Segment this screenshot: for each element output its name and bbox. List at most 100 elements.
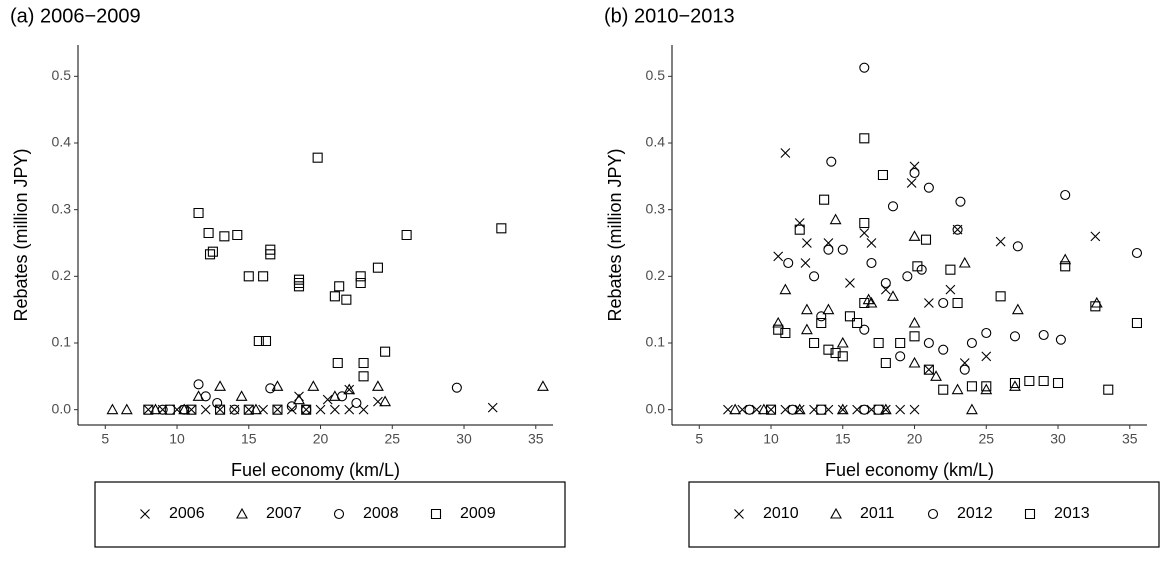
point	[164, 404, 175, 415]
point	[794, 224, 805, 235]
point	[908, 356, 921, 368]
legend-marker	[1024, 508, 1036, 520]
x-tick-label: 30	[456, 431, 472, 447]
point	[322, 394, 333, 405]
point	[200, 404, 211, 415]
point	[1009, 377, 1021, 389]
point	[822, 303, 835, 315]
point	[981, 351, 992, 362]
point	[243, 404, 254, 415]
y-tick-label: 0.1	[52, 334, 72, 350]
point	[945, 284, 956, 295]
x-tick-label: 10	[169, 431, 185, 447]
point	[859, 404, 870, 415]
point	[143, 404, 154, 415]
point	[816, 404, 827, 415]
point	[312, 152, 323, 163]
point	[779, 283, 792, 295]
point	[859, 297, 870, 309]
y-tick-label: 0.3	[646, 200, 666, 216]
point	[401, 229, 412, 241]
point	[1060, 261, 1071, 272]
point	[837, 244, 848, 255]
point	[816, 311, 827, 322]
point	[203, 227, 214, 239]
point	[794, 404, 805, 415]
point	[1055, 334, 1066, 345]
point	[859, 62, 870, 73]
point	[952, 297, 963, 309]
point	[1103, 384, 1114, 395]
point	[980, 383, 993, 395]
point	[852, 404, 863, 415]
point	[794, 218, 805, 228]
point	[272, 404, 283, 415]
point	[307, 380, 320, 391]
y-tick-label: 0.2	[52, 267, 72, 283]
point	[332, 357, 343, 369]
point	[1009, 380, 1021, 391]
point	[1090, 231, 1101, 242]
point	[837, 404, 848, 415]
point	[830, 347, 841, 359]
point	[265, 383, 276, 394]
point	[765, 404, 777, 415]
legend-label: 2010	[763, 505, 799, 522]
point	[329, 291, 340, 302]
point	[235, 390, 248, 401]
x-tick-label: 20	[907, 431, 923, 447]
point	[106, 403, 119, 415]
point	[995, 291, 1006, 302]
point	[341, 294, 352, 305]
point	[906, 178, 917, 188]
y-axis-label: Rebates (million JPY)	[605, 148, 625, 321]
point	[336, 391, 348, 402]
point	[780, 148, 791, 158]
point	[844, 311, 855, 322]
legend-label: 2013	[1054, 505, 1090, 522]
point	[773, 324, 784, 335]
point	[823, 344, 834, 355]
legend-label: 2011	[860, 505, 895, 522]
point	[344, 384, 355, 395]
point	[836, 403, 849, 415]
point	[873, 337, 884, 349]
x-tick-label: 20	[313, 431, 329, 447]
point	[229, 404, 240, 415]
point	[852, 317, 863, 329]
point	[1052, 377, 1064, 389]
point	[193, 379, 204, 390]
point	[207, 246, 218, 257]
point	[1012, 241, 1023, 252]
point	[966, 337, 977, 349]
point	[880, 357, 891, 369]
x-tick-label: 35	[528, 431, 544, 447]
point	[887, 290, 899, 301]
x-tick-label: 10	[763, 431, 779, 447]
x-axis-label: Fuel economy (km/L)	[825, 460, 994, 480]
point	[895, 337, 906, 349]
point	[787, 404, 798, 415]
point	[945, 264, 956, 275]
point	[1009, 331, 1021, 342]
x-tick-label: 5	[101, 431, 109, 447]
point	[873, 404, 884, 415]
point	[819, 194, 830, 205]
point	[729, 403, 742, 415]
point	[916, 264, 927, 275]
point	[920, 234, 932, 245]
point	[966, 381, 977, 392]
point	[1131, 317, 1142, 329]
point	[783, 257, 794, 269]
point	[744, 404, 755, 415]
point	[1131, 247, 1143, 259]
point	[866, 238, 877, 248]
point	[923, 337, 934, 349]
point	[958, 256, 971, 268]
legend-marker	[830, 507, 842, 519]
point	[351, 397, 362, 409]
x-tick-label: 30	[1050, 431, 1066, 447]
x-tick-label: 15	[241, 431, 257, 447]
point	[923, 298, 934, 308]
point	[315, 404, 326, 415]
